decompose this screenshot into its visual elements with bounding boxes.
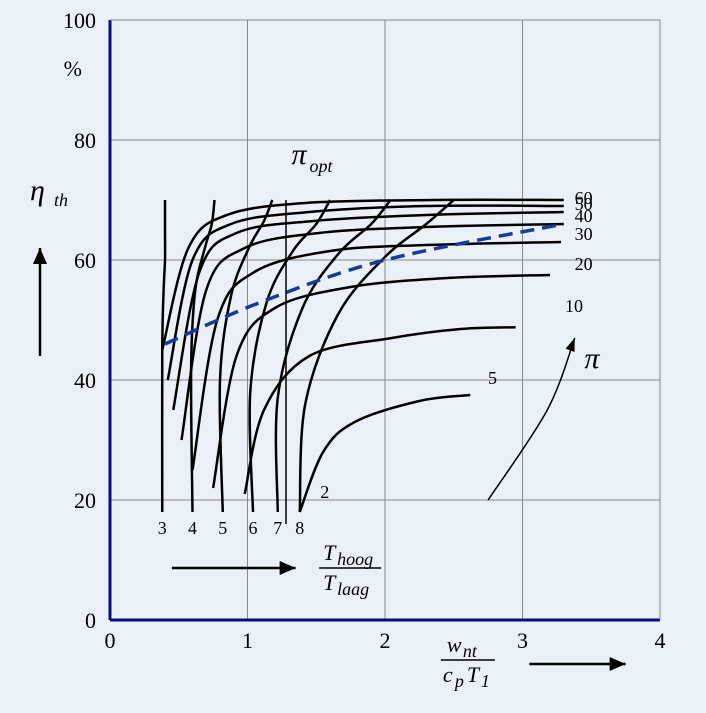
Tlaag: T: [323, 570, 337, 595]
wnt-sub: nt: [463, 641, 478, 661]
y-tick: 40: [74, 368, 96, 393]
y-tick: 0: [85, 608, 96, 633]
t-label: 8: [295, 518, 304, 538]
pi-label: π: [584, 342, 600, 375]
t-label: 4: [188, 518, 197, 538]
cp-sub: p: [453, 671, 464, 691]
y-tick: 100: [63, 8, 96, 33]
t-label: 6: [249, 518, 258, 538]
Tlaag-sub: laag: [337, 579, 369, 599]
wnt: w: [447, 632, 462, 657]
y-unit: %: [64, 56, 82, 81]
pi-end-label: 10: [565, 296, 583, 316]
pi-opt-sub: opt: [310, 156, 334, 176]
y-axis-label-sub: th: [54, 190, 68, 210]
t-label: 5: [218, 518, 227, 538]
y-tick: 60: [74, 248, 96, 273]
pi-end-label: 5: [488, 368, 497, 388]
pi-end-label: 20: [575, 254, 593, 274]
Thoog: T: [323, 540, 337, 565]
pi-opt-label: π: [292, 138, 308, 171]
pi-end-label: 2: [320, 482, 329, 502]
x-tick: 4: [655, 628, 666, 653]
pi-end-label: 40: [575, 206, 593, 226]
y-tick: 20: [74, 488, 96, 513]
x-tick: 1: [242, 628, 253, 653]
T1-sub: 1: [481, 671, 490, 691]
y-tick: 80: [74, 128, 96, 153]
cp: c: [443, 662, 453, 687]
pi-end-label: 30: [575, 224, 593, 244]
t-label: 7: [273, 518, 282, 538]
t-label: 3: [158, 518, 167, 538]
x-tick: 2: [380, 628, 391, 653]
x-tick: 0: [105, 628, 116, 653]
Thoog-sub: hoog: [337, 549, 373, 569]
x-tick: 3: [517, 628, 528, 653]
y-axis-label: η: [30, 174, 45, 207]
chart-svg: 01234020406080100%ηthπoptπ60504030201052…: [0, 0, 706, 713]
T1: T: [467, 662, 481, 687]
efficiency-chart: 01234020406080100%ηthπoptπ60504030201052…: [0, 0, 706, 713]
